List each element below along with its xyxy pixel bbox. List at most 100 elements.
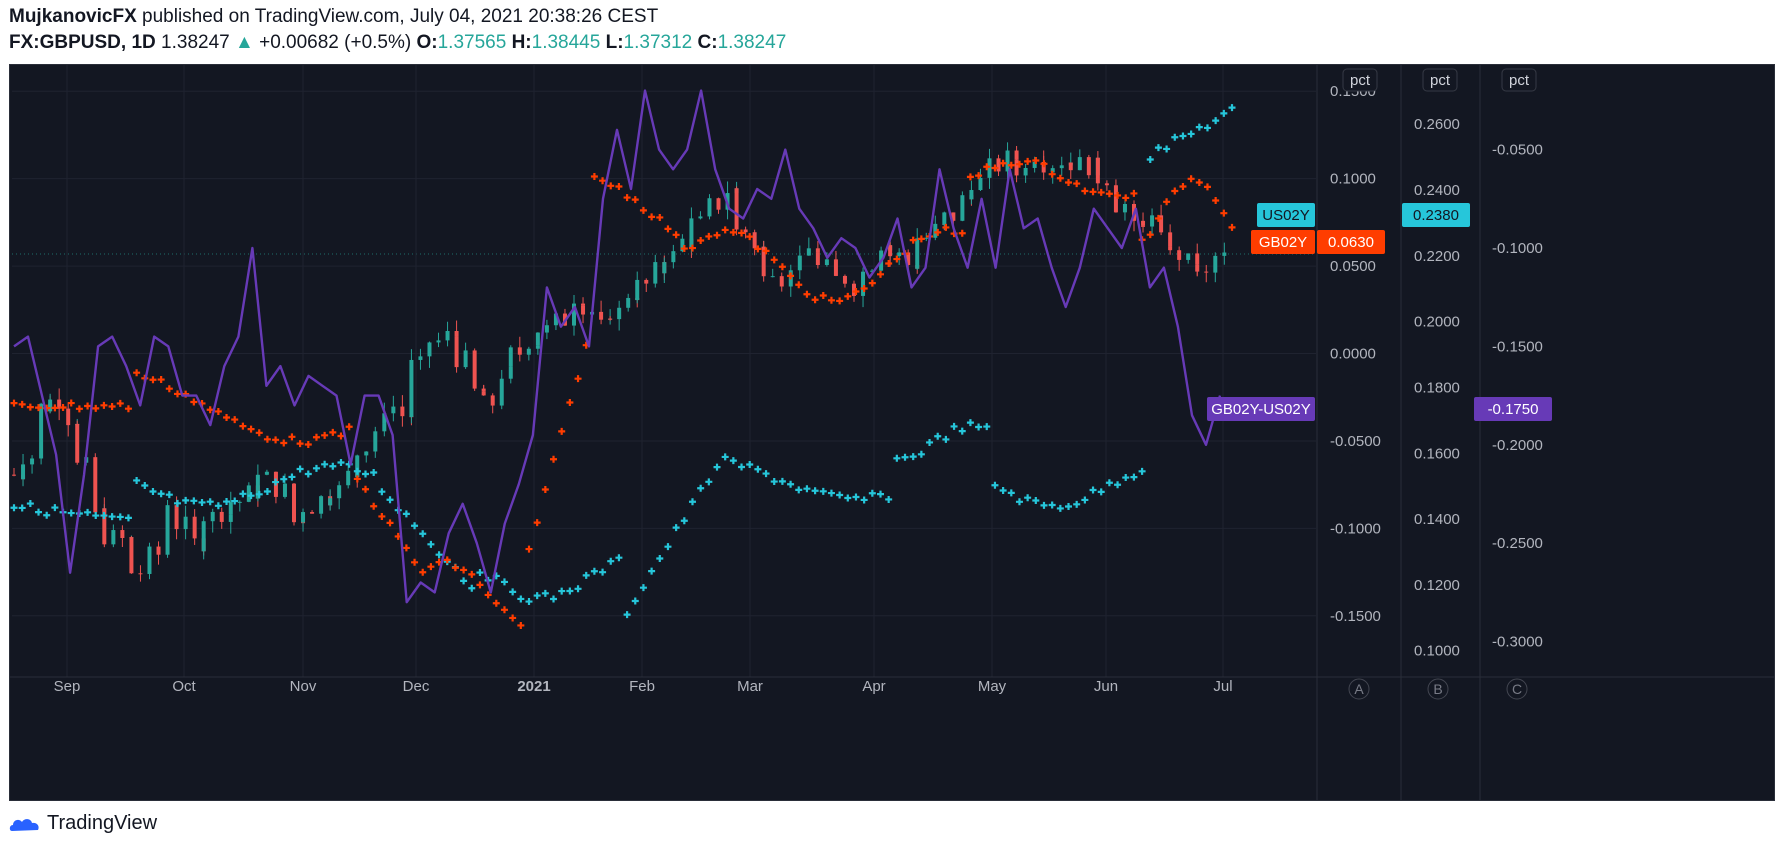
x-tick-label: Mar [737,678,763,695]
x-tick-label: Oct [172,678,196,695]
us02y-marker [468,584,476,592]
candle-down [1195,253,1200,265]
gb02y-marker [1114,191,1122,199]
gb02y-marker [460,566,468,574]
us02y-marker [1163,145,1171,153]
gb02y-marker [411,558,419,566]
gb02y-marker [124,405,132,413]
spread-price-tag: -0.1750 [1488,401,1539,418]
candle-up [806,248,811,256]
candle-up [264,471,269,475]
y-tick-label: -0.0500 [1492,142,1543,159]
us02y-marker [525,598,533,606]
candle-up [1122,203,1127,213]
us02y-marker [558,587,566,595]
us02y-marker [680,517,688,525]
candle-up [978,177,983,191]
author-name[interactable]: MujkanovicFX [9,6,137,27]
us02y-marker [1171,133,1179,141]
us02y-marker [67,509,75,517]
gb02y-marker [386,519,394,527]
us02y-marker [844,494,852,502]
us02y-marker [116,513,124,521]
gb02y-marker [263,435,271,443]
candle-up [409,359,414,417]
candle-up [337,485,342,499]
y-tick-label: 0.1200 [1414,577,1460,594]
candle-down [472,350,477,389]
gb02y-marker [51,404,59,412]
candle-up [1050,168,1055,173]
us02y-marker [321,460,329,468]
candle-up [499,378,504,406]
candle-up [671,251,676,263]
candle-down [192,516,197,539]
candle-up [626,297,631,308]
candle-up [228,502,233,515]
us02y-marker [133,476,141,484]
candle-down [310,512,315,514]
us02y-marker [141,481,149,489]
candle-up [382,413,387,424]
gb02y-marker [419,568,427,576]
gb02y-marker [468,570,476,578]
gb02y-marker [92,404,100,412]
us02y-marker [18,504,26,512]
us02y-marker [1040,501,1048,509]
gb02y-marker [239,422,247,430]
candle-down [1141,225,1146,227]
us02y-marker [198,498,206,506]
us02y-marker [1146,156,1154,164]
candle-up [355,455,360,478]
us02y-marker [304,470,312,478]
us02y-marker [590,567,598,575]
us02y-marker [476,569,484,577]
gb02y-marker [451,564,459,572]
chart-panel[interactable]: 0.1500 0.1000 0.0500 0.0000 -0.0500 -0.1000 -0… [9,64,1775,801]
us02y-marker [402,510,410,518]
gb02y-marker [672,231,680,239]
gb02y-marker [697,237,705,245]
candle-up [1222,252,1227,256]
gb02y-marker [247,425,255,433]
candle-down [752,232,757,249]
us02y-marker [672,524,680,532]
us02y-marker [296,465,304,473]
us02y-marker [1154,144,1162,152]
candle-down [400,406,405,417]
y-tick-label: 0.0500 [1330,258,1376,275]
candle-up [237,501,242,503]
candle-up [897,252,902,257]
gb02y-marker [206,406,214,414]
us02y-marker [582,571,590,579]
price-chart[interactable]: 0.15000.10000.05000.0000-0.0500-0.1000-0… [10,65,1774,800]
candle-up [463,350,468,368]
gb02y-marker [885,260,893,268]
gb02y-marker [639,206,647,214]
us02y-marker [1097,488,1105,496]
us02y-marker [991,481,999,489]
us02y-marker [778,477,786,485]
open-value: 1.37565 [437,32,507,53]
candle-up [770,276,775,278]
unit-badge [1342,68,1378,92]
gb02y-marker [607,182,615,190]
gb02y-marker [509,614,517,622]
candle-up [445,331,450,341]
candle-up [572,303,576,326]
tradingview-brand: TradingView [47,812,158,834]
y-tick-label: 0.1000 [1414,643,1460,660]
us02y-marker [500,578,508,586]
tradingview-logo[interactable]: TradingView [9,812,157,835]
gb02y-marker [1015,160,1023,168]
y-tick-label: 0.1600 [1414,445,1460,462]
gb02y-marker [35,404,43,412]
candle-down [57,399,62,409]
candle-up [662,262,667,274]
y-tick-label: -0.0500 [1330,433,1381,450]
gb02y-marker [533,519,541,527]
us02y-marker [934,432,942,440]
gb02y-marker [1228,223,1236,231]
gb02y-marker [746,233,754,241]
candle-up [165,505,170,555]
